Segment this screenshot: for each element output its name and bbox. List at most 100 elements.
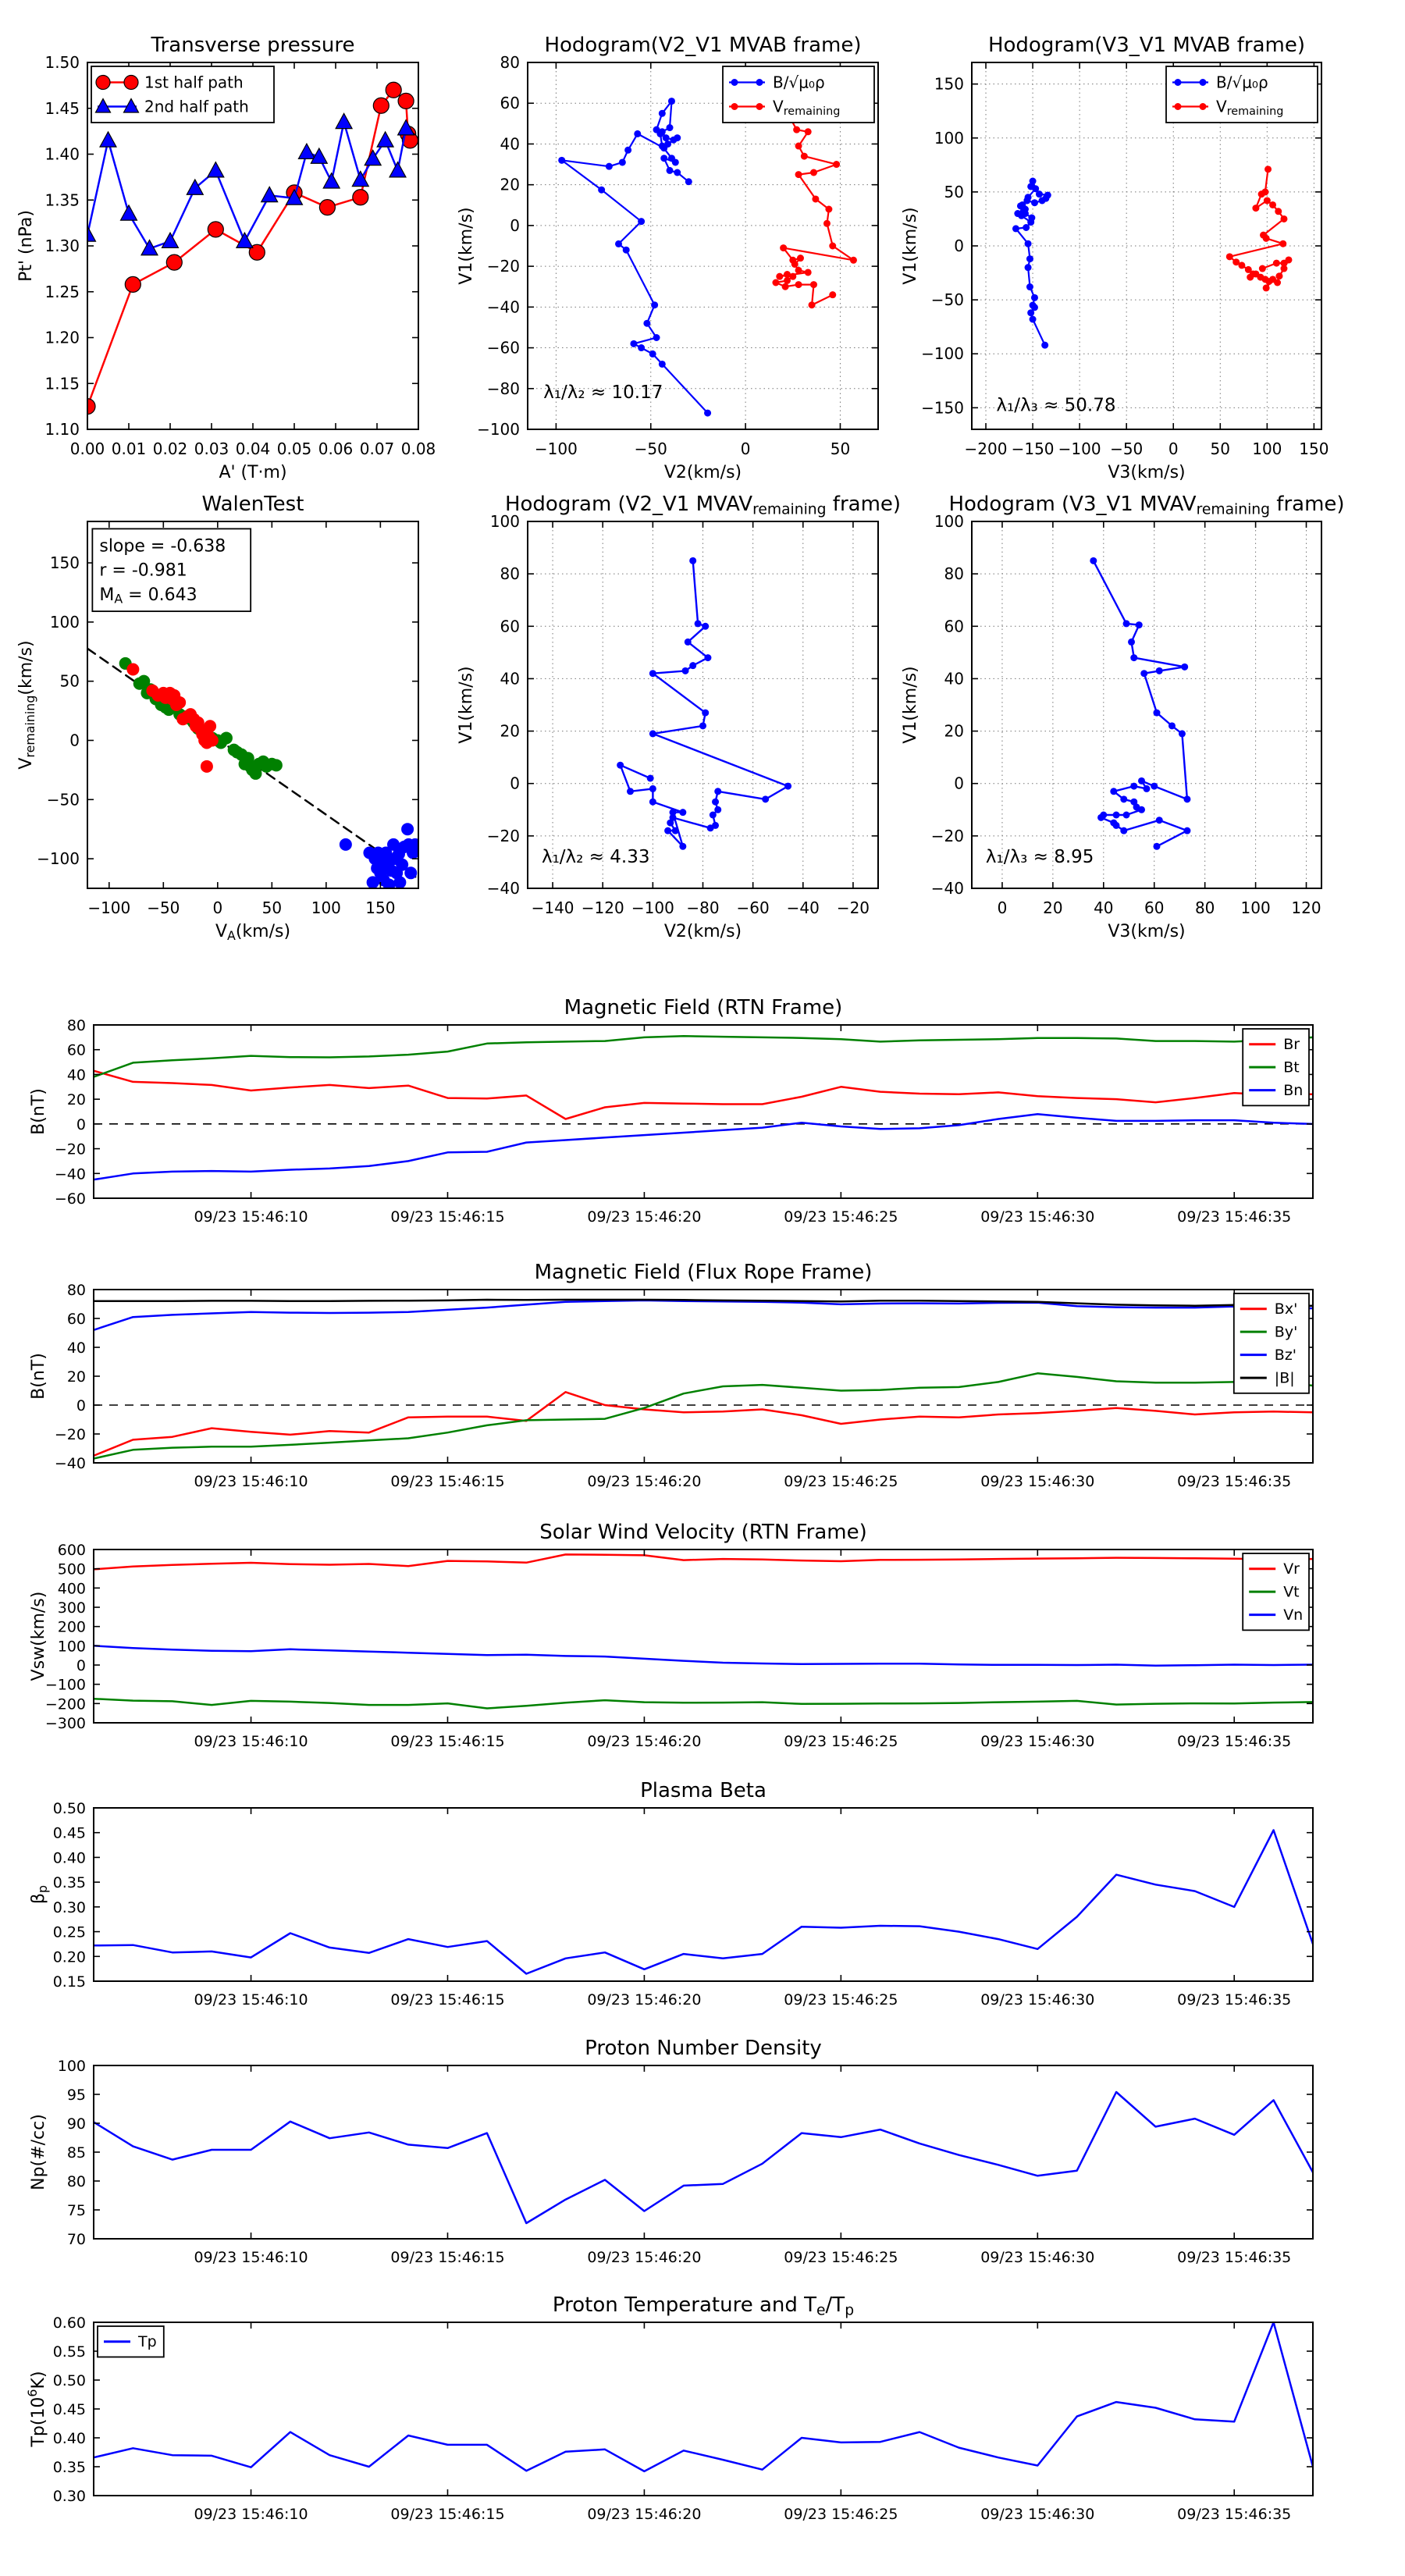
axes-frame — [971, 521, 1322, 889]
x-tick-label: 09/23 15:46:15 — [390, 1991, 504, 2008]
chart-hodogram-v3v1-mvav: 0 20 40 60 80 100 120−40−20020406080100Hodogra… — [901, 493, 1345, 941]
x-tick-label: 09/23 15:46:25 — [784, 2249, 898, 2266]
svg-text:λ₁/λ₃ ≈ 50.78: λ₁/λ₃ ≈ 50.78 — [996, 396, 1115, 416]
x-tick-label: −100 — [1058, 439, 1101, 458]
chart-title: Proton Temperature and Te/Tp — [553, 2293, 854, 2319]
y-tick-label: 100 — [934, 129, 964, 148]
y-axis-label: Tp(106K) — [25, 2371, 48, 2447]
x-tick-label: 09/23 15:46:20 — [587, 1991, 701, 2008]
legend-label: 2nd half path — [144, 97, 249, 116]
x-tick-label: 09/23 15:46:25 — [784, 2506, 898, 2523]
y-tick-label: 40 — [67, 1340, 86, 1357]
chart-mag-field-rtn: 09/23 15:46:10 09/23 15:46:15 09/23 15:46:… — [29, 996, 1314, 1226]
x-tick-label: 0.05 — [277, 439, 312, 458]
series-np — [94, 2090, 1313, 2225]
series-bx — [94, 1391, 1313, 1457]
legend: Tp — [97, 2325, 165, 2358]
y-tick-label: −40 — [487, 879, 520, 898]
series-tp — [94, 2322, 1313, 2473]
x-tick-label: 0 — [1168, 439, 1179, 458]
series-b — [94, 1298, 1313, 1308]
y-tick-label: 100 — [58, 2058, 86, 2075]
x-tick-label: 0.01 — [112, 439, 147, 458]
x-tick-label: −40 — [787, 898, 820, 917]
y-axis-label: Vsw(km/s) — [29, 1592, 48, 1681]
x-tick-label: 150 — [365, 898, 395, 917]
axis-ticks: 09/23 15:46:10 09/23 15:46:15 09/23 15:46:… — [45, 1542, 1313, 1750]
y-tick-label: 80 — [67, 2173, 86, 2190]
chart-solar-wind-velocity: 09/23 15:46:10 09/23 15:46:15 09/23 15:46:… — [29, 1521, 1314, 1750]
x-tick-label: 40 — [1094, 898, 1113, 917]
x-tick-label: 09/23 15:46:35 — [1177, 2506, 1291, 2523]
x-tick-label: 09/23 15:46:20 — [587, 2506, 701, 2523]
y-tick-label: 80 — [67, 1282, 86, 1299]
y-axis-label: V1(km/s) — [901, 666, 920, 743]
y-tick-label: 0.35 — [53, 1874, 86, 1891]
x-tick-label: 09/23 15:46:35 — [1177, 1991, 1291, 2008]
series-beta-p — [94, 1829, 1313, 1975]
x-tick-label: 09/23 15:46:35 — [1177, 1208, 1291, 1226]
x-axis-label: VA(km/s) — [215, 922, 290, 943]
x-tick-label: −100 — [535, 439, 578, 458]
axis-ticks: 09/23 15:46:10 09/23 15:46:15 09/23 15:46:… — [58, 2058, 1313, 2266]
axis-ticks: 0.00 0.01 0.02 0.03 0.04 0.05 0.06 0.07 0.08 1.10… — [44, 53, 436, 458]
legend: 1st half path 2nd half path — [91, 66, 275, 123]
y-tick-label: 150 — [50, 553, 80, 572]
series-b-over-sqrt-mu0-rho — [1012, 177, 1051, 349]
axes-frame — [93, 2065, 1314, 2240]
x-tick-label: 09/23 15:46:10 — [194, 1208, 308, 1226]
x-tick-label: −50 — [635, 439, 667, 458]
y-tick-label: 20 — [500, 176, 520, 194]
x-tick-label: 09/23 15:46:25 — [784, 1991, 898, 2008]
axes-frame — [93, 1549, 1314, 1724]
legend-label: B/√μ₀ρ — [1216, 73, 1268, 91]
y-tick-label: −20 — [487, 257, 520, 276]
axis-ticks: 09/23 15:46:10 09/23 15:46:15 09/23 15:46:… — [53, 1800, 1313, 2008]
chart-title: Plasma Beta — [640, 1779, 767, 1802]
y-tick-label: 0.25 — [53, 1924, 86, 1941]
series-bt — [94, 1035, 1313, 1078]
svg-text:λ₁/λ₂ ≈ 10.17: λ₁/λ₂ ≈ 10.17 — [543, 382, 663, 403]
series-v-hodogram — [617, 557, 792, 850]
x-tick-label: 0 — [741, 439, 751, 458]
grid — [972, 521, 1321, 889]
chart-title: Hodogram(V2_V1 MVAB frame) — [544, 34, 861, 57]
x-tick-label: 20 — [1043, 898, 1062, 917]
series-v-hodogram — [1090, 557, 1191, 850]
y-tick-label: 0.40 — [53, 2430, 86, 2447]
chart-title: Magnetic Field (Flux Rope Frame) — [535, 1261, 873, 1284]
x-tick-label: 100 — [311, 898, 341, 917]
y-tick-label: 20 — [944, 722, 964, 741]
legend: B/√μ₀ρ Vremaining — [722, 66, 875, 123]
y-tick-label: 600 — [58, 1542, 86, 1559]
y-tick-label: 40 — [944, 669, 964, 688]
annotation: λ₁/λ₂ ≈ 10.17 — [543, 382, 663, 403]
x-tick-label: 09/23 15:46:30 — [980, 2506, 1094, 2523]
y-axis-label: Np(#/cc) — [29, 2114, 48, 2190]
y-tick-label: 60 — [500, 617, 520, 635]
x-tick-label: 09/23 15:46:30 — [980, 1473, 1094, 1490]
x-tick-label: 09/23 15:46:10 — [194, 1991, 308, 2008]
legend: Br Bt Bn — [1242, 1028, 1310, 1107]
x-tick-label: 0.02 — [153, 439, 188, 458]
y-tick-label: 40 — [500, 134, 520, 153]
y-tick-label: 200 — [58, 1619, 86, 1636]
y-tick-label: 50 — [944, 183, 964, 201]
y-tick-label: 0.55 — [53, 2343, 86, 2361]
chart-proton-temperature: 09/23 15:46:10 09/23 15:46:15 09/23 15:46:… — [25, 2293, 1314, 2523]
x-tick-label: −100 — [87, 898, 130, 917]
x-tick-label: 0.00 — [70, 439, 105, 458]
legend-label: Vn — [1283, 1606, 1303, 1624]
chart-plasma-beta: 09/23 15:46:10 09/23 15:46:15 09/23 15:46:… — [29, 1779, 1314, 2008]
series-vn — [94, 1645, 1313, 1667]
x-tick-label: 09/23 15:46:35 — [1177, 1473, 1291, 1490]
y-tick-label: 85 — [67, 2144, 86, 2161]
y-tick-label: 90 — [67, 2115, 86, 2133]
chart-proton-number-density: 09/23 15:46:10 09/23 15:46:15 09/23 15:46:… — [29, 2037, 1314, 2266]
x-tick-label: −140 — [532, 898, 574, 917]
y-tick-label: 0 — [954, 774, 964, 793]
x-tick-label: 09/23 15:46:30 — [980, 1733, 1094, 1750]
y-tick-label: −20 — [487, 827, 520, 845]
y-tick-label: 20 — [67, 1368, 86, 1386]
x-tick-label: 09/23 15:46:10 — [194, 2506, 308, 2523]
